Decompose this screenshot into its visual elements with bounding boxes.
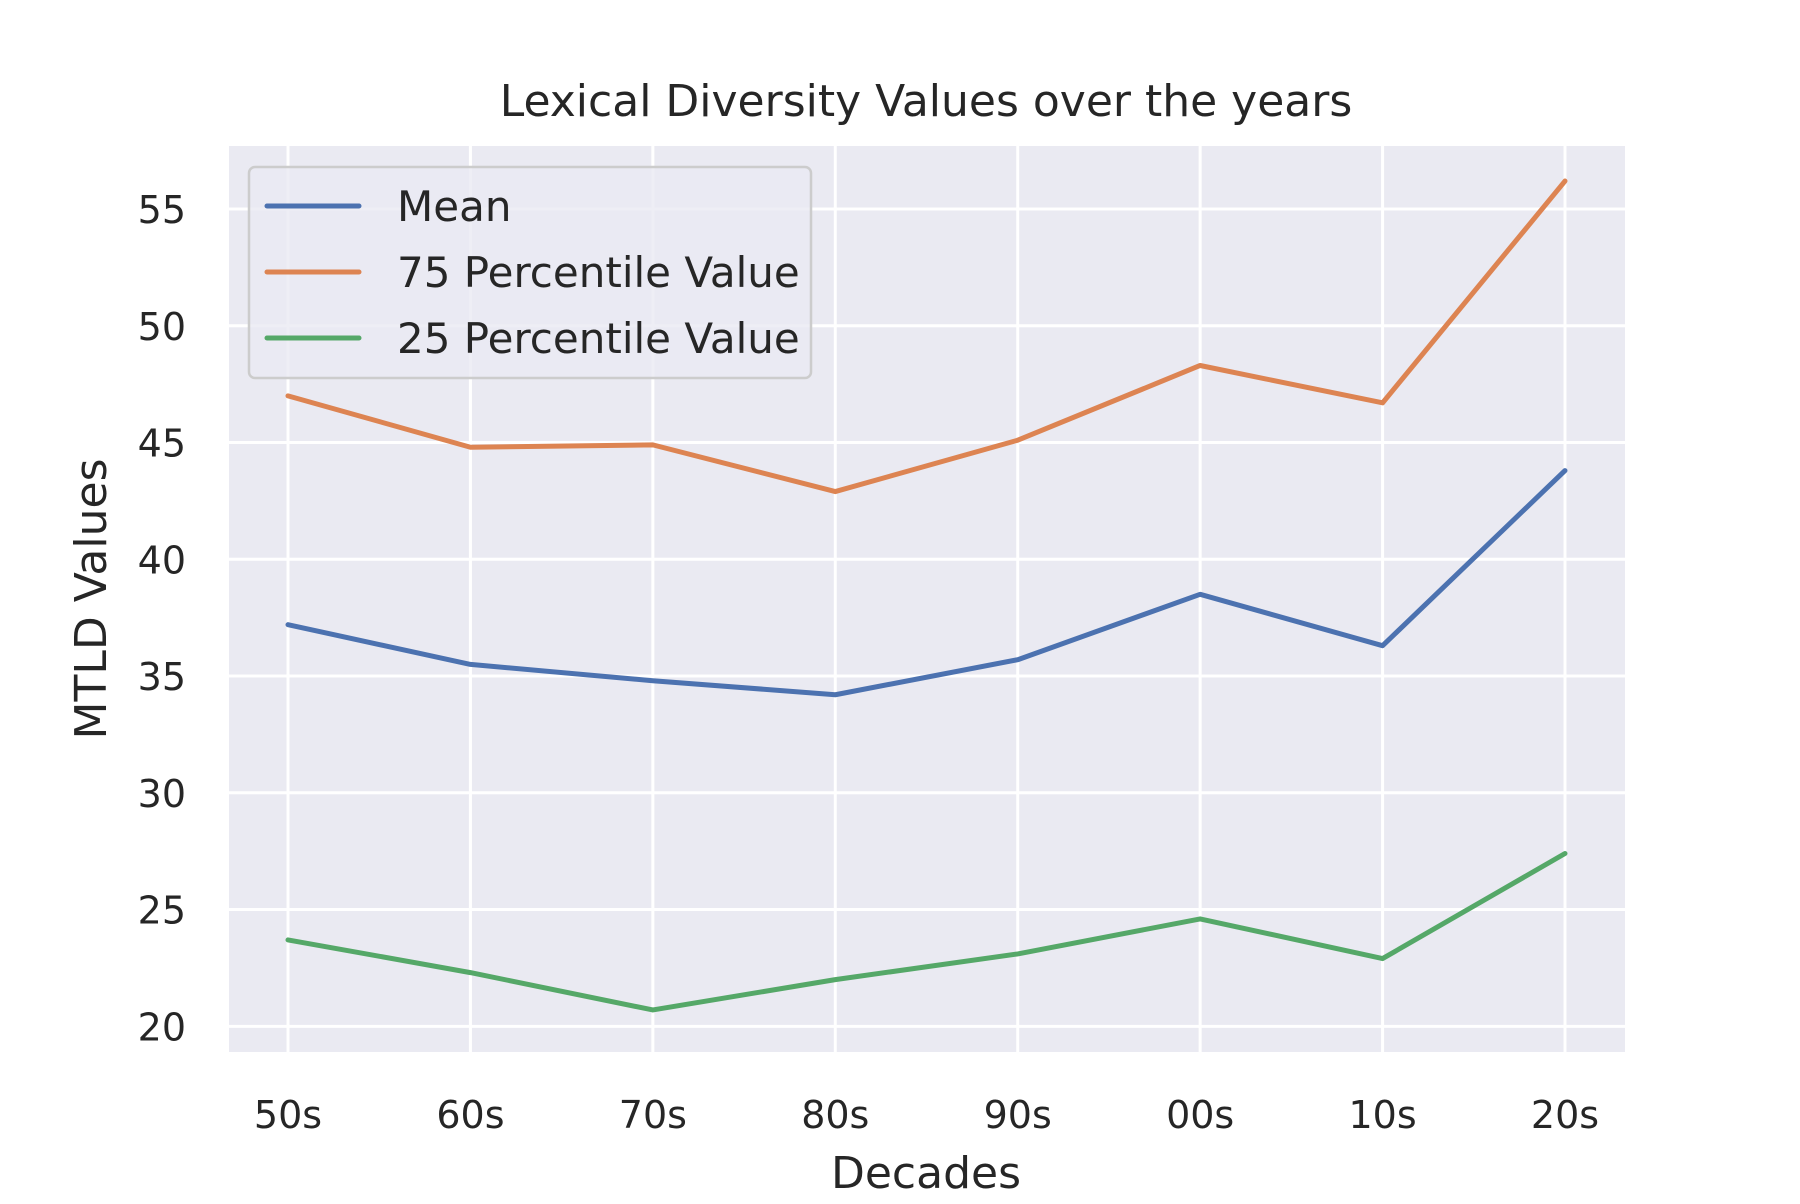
y-tick-label-6: 50 bbox=[138, 305, 186, 349]
x-tick-label-5: 00s bbox=[1166, 1093, 1234, 1137]
x-tick-labels: 50s 60s 70s 80s 90s 00s 10s 20s bbox=[254, 1093, 1599, 1137]
x-tick-label-3: 80s bbox=[801, 1093, 869, 1137]
legend-label-1: 75 Percentile Value bbox=[397, 248, 800, 297]
legend-box bbox=[247, 165, 813, 380]
y-tick-labels: 20 25 30 35 40 45 50 55 bbox=[138, 188, 186, 1049]
series-line-1 bbox=[285, 178, 1568, 495]
legend-label-2: 25 Percentile Value bbox=[397, 314, 800, 363]
legend-label-0: Mean bbox=[397, 182, 511, 231]
y-tick-label-5: 45 bbox=[138, 422, 186, 466]
legend: Mean 75 Percentile Value 25 Percentile Val… bbox=[247, 165, 813, 380]
x-tick-label-4: 90s bbox=[984, 1093, 1052, 1137]
x-axis-label: Decades bbox=[831, 1148, 1021, 1199]
y-tick-label-4: 40 bbox=[138, 538, 186, 582]
series-line-2 bbox=[285, 851, 1568, 1013]
series-line-0 bbox=[285, 468, 1568, 698]
x-tick-label-0: 50s bbox=[254, 1093, 322, 1137]
x-tick-label-1: 60s bbox=[436, 1093, 504, 1137]
x-tick-label-2: 70s bbox=[619, 1093, 687, 1137]
y-tick-label-3: 35 bbox=[138, 655, 186, 699]
y-axis-label: MTLD Values bbox=[66, 459, 117, 740]
x-tick-label-6: 10s bbox=[1348, 1093, 1416, 1137]
x-tick-label-7: 20s bbox=[1531, 1093, 1599, 1137]
y-tick-label-0: 20 bbox=[138, 1005, 186, 1049]
chart-title: Lexical Diversity Values over the years bbox=[500, 76, 1353, 127]
series-lines bbox=[285, 178, 1568, 1013]
y-tick-label-2: 30 bbox=[138, 772, 186, 816]
y-tick-label-7: 55 bbox=[138, 188, 186, 232]
y-tick-label-1: 25 bbox=[138, 889, 186, 933]
